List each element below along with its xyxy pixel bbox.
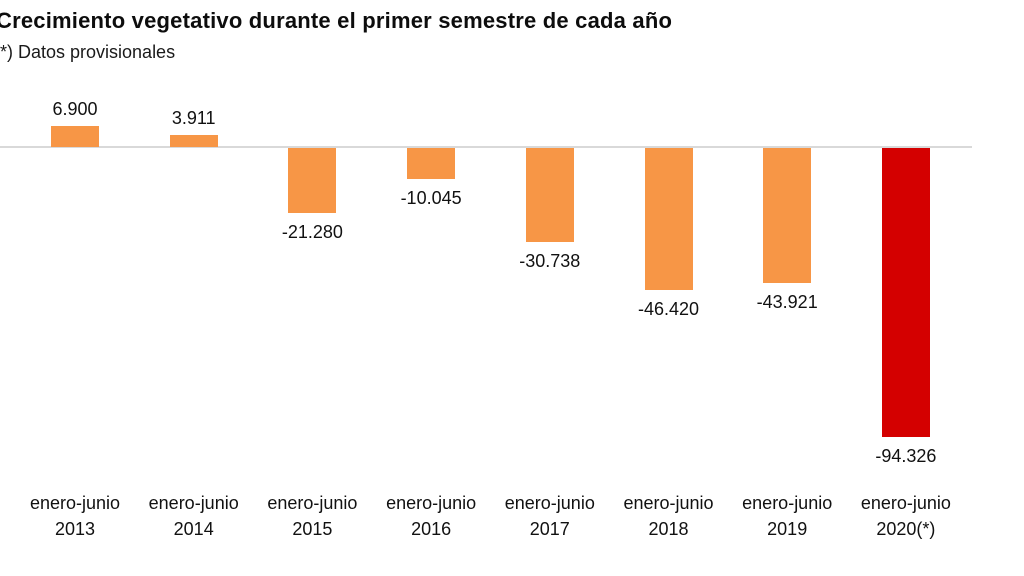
x-tick-year: 2019 [767,519,808,539]
x-tick-year: 2018 [648,519,689,539]
x-tick-year: 2016 [411,519,452,539]
x-tick-label-2017: enero-junio 2017 [485,490,615,542]
bar-2020 [881,148,930,437]
value-label-2019: -43.921 [756,291,818,312]
bar-2019 [763,148,812,283]
x-tick-year: 2020(*) [876,519,936,539]
value-label-2014: 3.911 [171,108,216,129]
bar-2018 [644,148,693,291]
x-tick-label-2014: enero-junio 2014 [129,490,259,542]
x-tick-year: 2013 [54,519,96,539]
x-tick-label-2016: enero-junio 2016 [366,490,496,542]
bar-2016 [407,148,456,179]
chart-subtitle: (*) Datos provisionales [0,42,176,62]
x-tick-period: enero-junio [742,493,833,513]
x-tick-period: enero-junio [860,493,951,513]
x-tick-period: enero-junio [504,493,595,513]
value-label-2020: -94.326 [875,446,937,466]
x-tick-label-2013: enero-junio 2013 [10,490,140,542]
x-tick-period: enero-junio [623,493,714,513]
bar-2015 [288,148,337,214]
bar-2017 [525,148,574,243]
value-label-2016: -10.045 [400,187,462,208]
x-tick-period: enero-junio [386,493,477,513]
x-tick-year: 2017 [529,519,570,539]
x-tick-year: 2015 [292,519,333,539]
x-tick-label-2020: enero-junio 2020(*) [841,490,971,542]
value-label-2013: 6.900 [52,98,98,119]
chart-title: Crecimiento vegetativo durante el primer… [0,8,673,33]
value-label-2015: -21.280 [281,222,343,243]
x-tick-label-2019: enero-junio 2019 [722,490,852,542]
x-tick-label-2015: enero-junio 2015 [247,490,377,542]
value-label-2018: -46.420 [637,299,700,320]
value-label-2017: -30.738 [519,251,581,272]
bar-2013 [51,125,99,147]
bar-2014 [169,135,218,147]
x-tick-label-2018: enero-junio 2018 [604,490,734,542]
zero-axis-line [0,146,972,148]
x-tick-period: enero-junio [267,493,358,513]
x-tick-period: enero-junio [148,493,239,513]
x-tick-year: 2014 [173,519,214,539]
x-tick-period: enero-junio [29,493,121,513]
